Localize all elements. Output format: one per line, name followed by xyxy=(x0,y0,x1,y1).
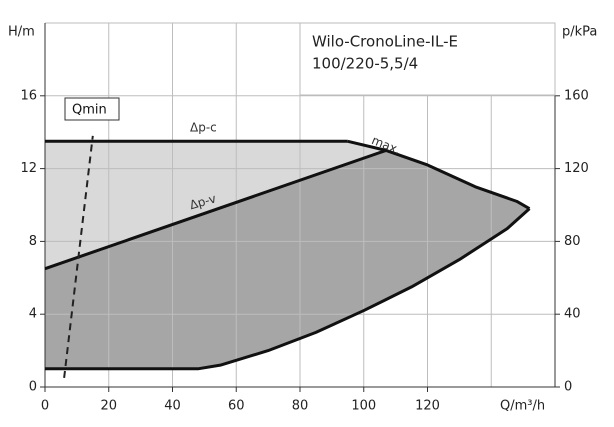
x-tick-label: 60 xyxy=(228,399,245,414)
y-tick-label: 4 xyxy=(29,307,37,322)
curve xyxy=(44,148,387,271)
x-tick-label: 100 xyxy=(351,399,376,414)
x-tick-label: 40 xyxy=(164,399,181,414)
x-axis-label: Q/m³/h xyxy=(500,399,545,414)
area-light xyxy=(45,141,387,269)
x-tick-label: 20 xyxy=(100,399,117,414)
y2-axis-label: p/kPa xyxy=(562,25,597,40)
y2-tick-label: 0 xyxy=(564,380,572,395)
y-axis-label: H/m xyxy=(8,25,35,40)
y-tick-label: 8 xyxy=(29,234,37,249)
curve xyxy=(63,135,94,379)
x-tick-label: 0 xyxy=(41,399,49,414)
curve xyxy=(347,139,531,210)
chart-title: Wilo-CronoLine-IL-E xyxy=(312,33,458,51)
y-tick-label: 0 xyxy=(29,380,37,395)
y2-tick-label: 160 xyxy=(564,88,589,103)
x-tick-label: 120 xyxy=(415,399,440,414)
x-tick-label: 80 xyxy=(292,399,309,414)
y-tick-label: 12 xyxy=(20,161,37,176)
y2-tick-label: 80 xyxy=(564,234,581,249)
y2-tick-label: 120 xyxy=(564,161,589,176)
qmin-box xyxy=(64,97,120,121)
y2-tick-label: 40 xyxy=(564,307,581,322)
curve-label: Δp-c xyxy=(190,121,217,135)
curve xyxy=(45,207,531,371)
curve-label: Qmin xyxy=(72,103,107,118)
y-tick-label: 16 xyxy=(20,88,37,103)
title-box xyxy=(299,22,556,96)
chart-title: 100/220-5,5/4 xyxy=(312,55,418,73)
